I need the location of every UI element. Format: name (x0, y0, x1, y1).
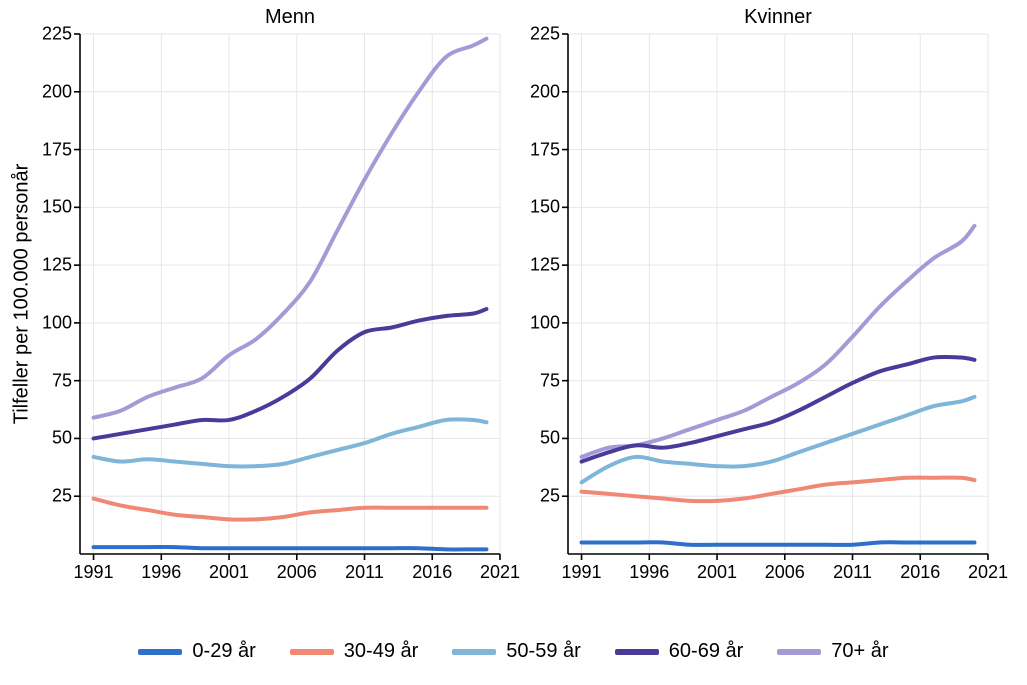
legend-swatch (777, 649, 821, 655)
y-tick-label: 175 (32, 139, 72, 160)
legend-label: 70+ år (831, 640, 888, 663)
x-tick-label: 1996 (141, 562, 181, 583)
chart-container: Tilfeller per 100.000 personår Menn Kvin… (0, 0, 1027, 685)
legend-item-age6069: 60-69 år (615, 640, 744, 663)
series-line-age029 (582, 542, 975, 545)
y-tick-label: 50 (520, 428, 560, 449)
x-tick-label: 2021 (968, 562, 1008, 583)
y-tick-label: 200 (520, 81, 560, 102)
y-tick-label: 225 (32, 24, 72, 45)
y-tick-label: 175 (520, 139, 560, 160)
y-tick-label: 100 (520, 312, 560, 333)
x-tick-label: 2006 (277, 562, 317, 583)
legend-item-age3049: 30-49 år (290, 640, 419, 663)
x-tick-label: 2016 (412, 562, 452, 583)
y-tick-label: 75 (520, 370, 560, 391)
series-line-age70 (94, 39, 487, 418)
legend-item-age029: 0-29 år (138, 640, 255, 663)
y-tick-label: 75 (32, 370, 72, 391)
y-tick-label: 150 (32, 197, 72, 218)
series-line-age70 (582, 226, 975, 457)
series-line-age029 (94, 547, 487, 549)
legend-item-age70: 70+ år (777, 640, 888, 663)
legend: 0-29 år 30-49 år 50-59 år 60-69 år 70+ år (0, 640, 1027, 663)
x-tick-label: 2001 (697, 562, 737, 583)
series-line-age3049 (582, 478, 975, 502)
x-tick-label: 2021 (480, 562, 520, 583)
series-line-age5059 (582, 397, 975, 483)
legend-swatch (290, 649, 334, 655)
series-line-age6069 (582, 357, 975, 462)
legend-swatch (452, 649, 496, 655)
x-tick-label: 2016 (900, 562, 940, 583)
x-tick-label: 2001 (209, 562, 249, 583)
y-tick-label: 225 (520, 24, 560, 45)
legend-label: 60-69 år (669, 640, 744, 663)
legend-swatch (138, 649, 182, 655)
y-tick-label: 25 (520, 486, 560, 507)
x-tick-label: 2011 (833, 562, 872, 583)
y-tick-label: 150 (520, 197, 560, 218)
y-tick-label: 125 (32, 255, 72, 276)
legend-label: 50-59 år (506, 640, 581, 663)
y-tick-label: 25 (32, 486, 72, 507)
x-tick-label: 1991 (562, 562, 602, 583)
legend-label: 30-49 år (344, 640, 419, 663)
series-line-age3049 (94, 499, 487, 520)
series-line-age6069 (94, 309, 487, 438)
x-tick-label: 2011 (345, 562, 384, 583)
legend-item-age5059: 50-59 år (452, 640, 581, 663)
y-tick-label: 50 (32, 428, 72, 449)
y-tick-label: 100 (32, 312, 72, 333)
y-tick-label: 200 (32, 81, 72, 102)
legend-label: 0-29 år (192, 640, 255, 663)
x-tick-label: 1996 (629, 562, 669, 583)
x-tick-label: 2006 (765, 562, 805, 583)
y-tick-label: 125 (520, 255, 560, 276)
chart-svg (0, 0, 1027, 600)
x-tick-label: 1991 (74, 562, 114, 583)
legend-swatch (615, 649, 659, 655)
